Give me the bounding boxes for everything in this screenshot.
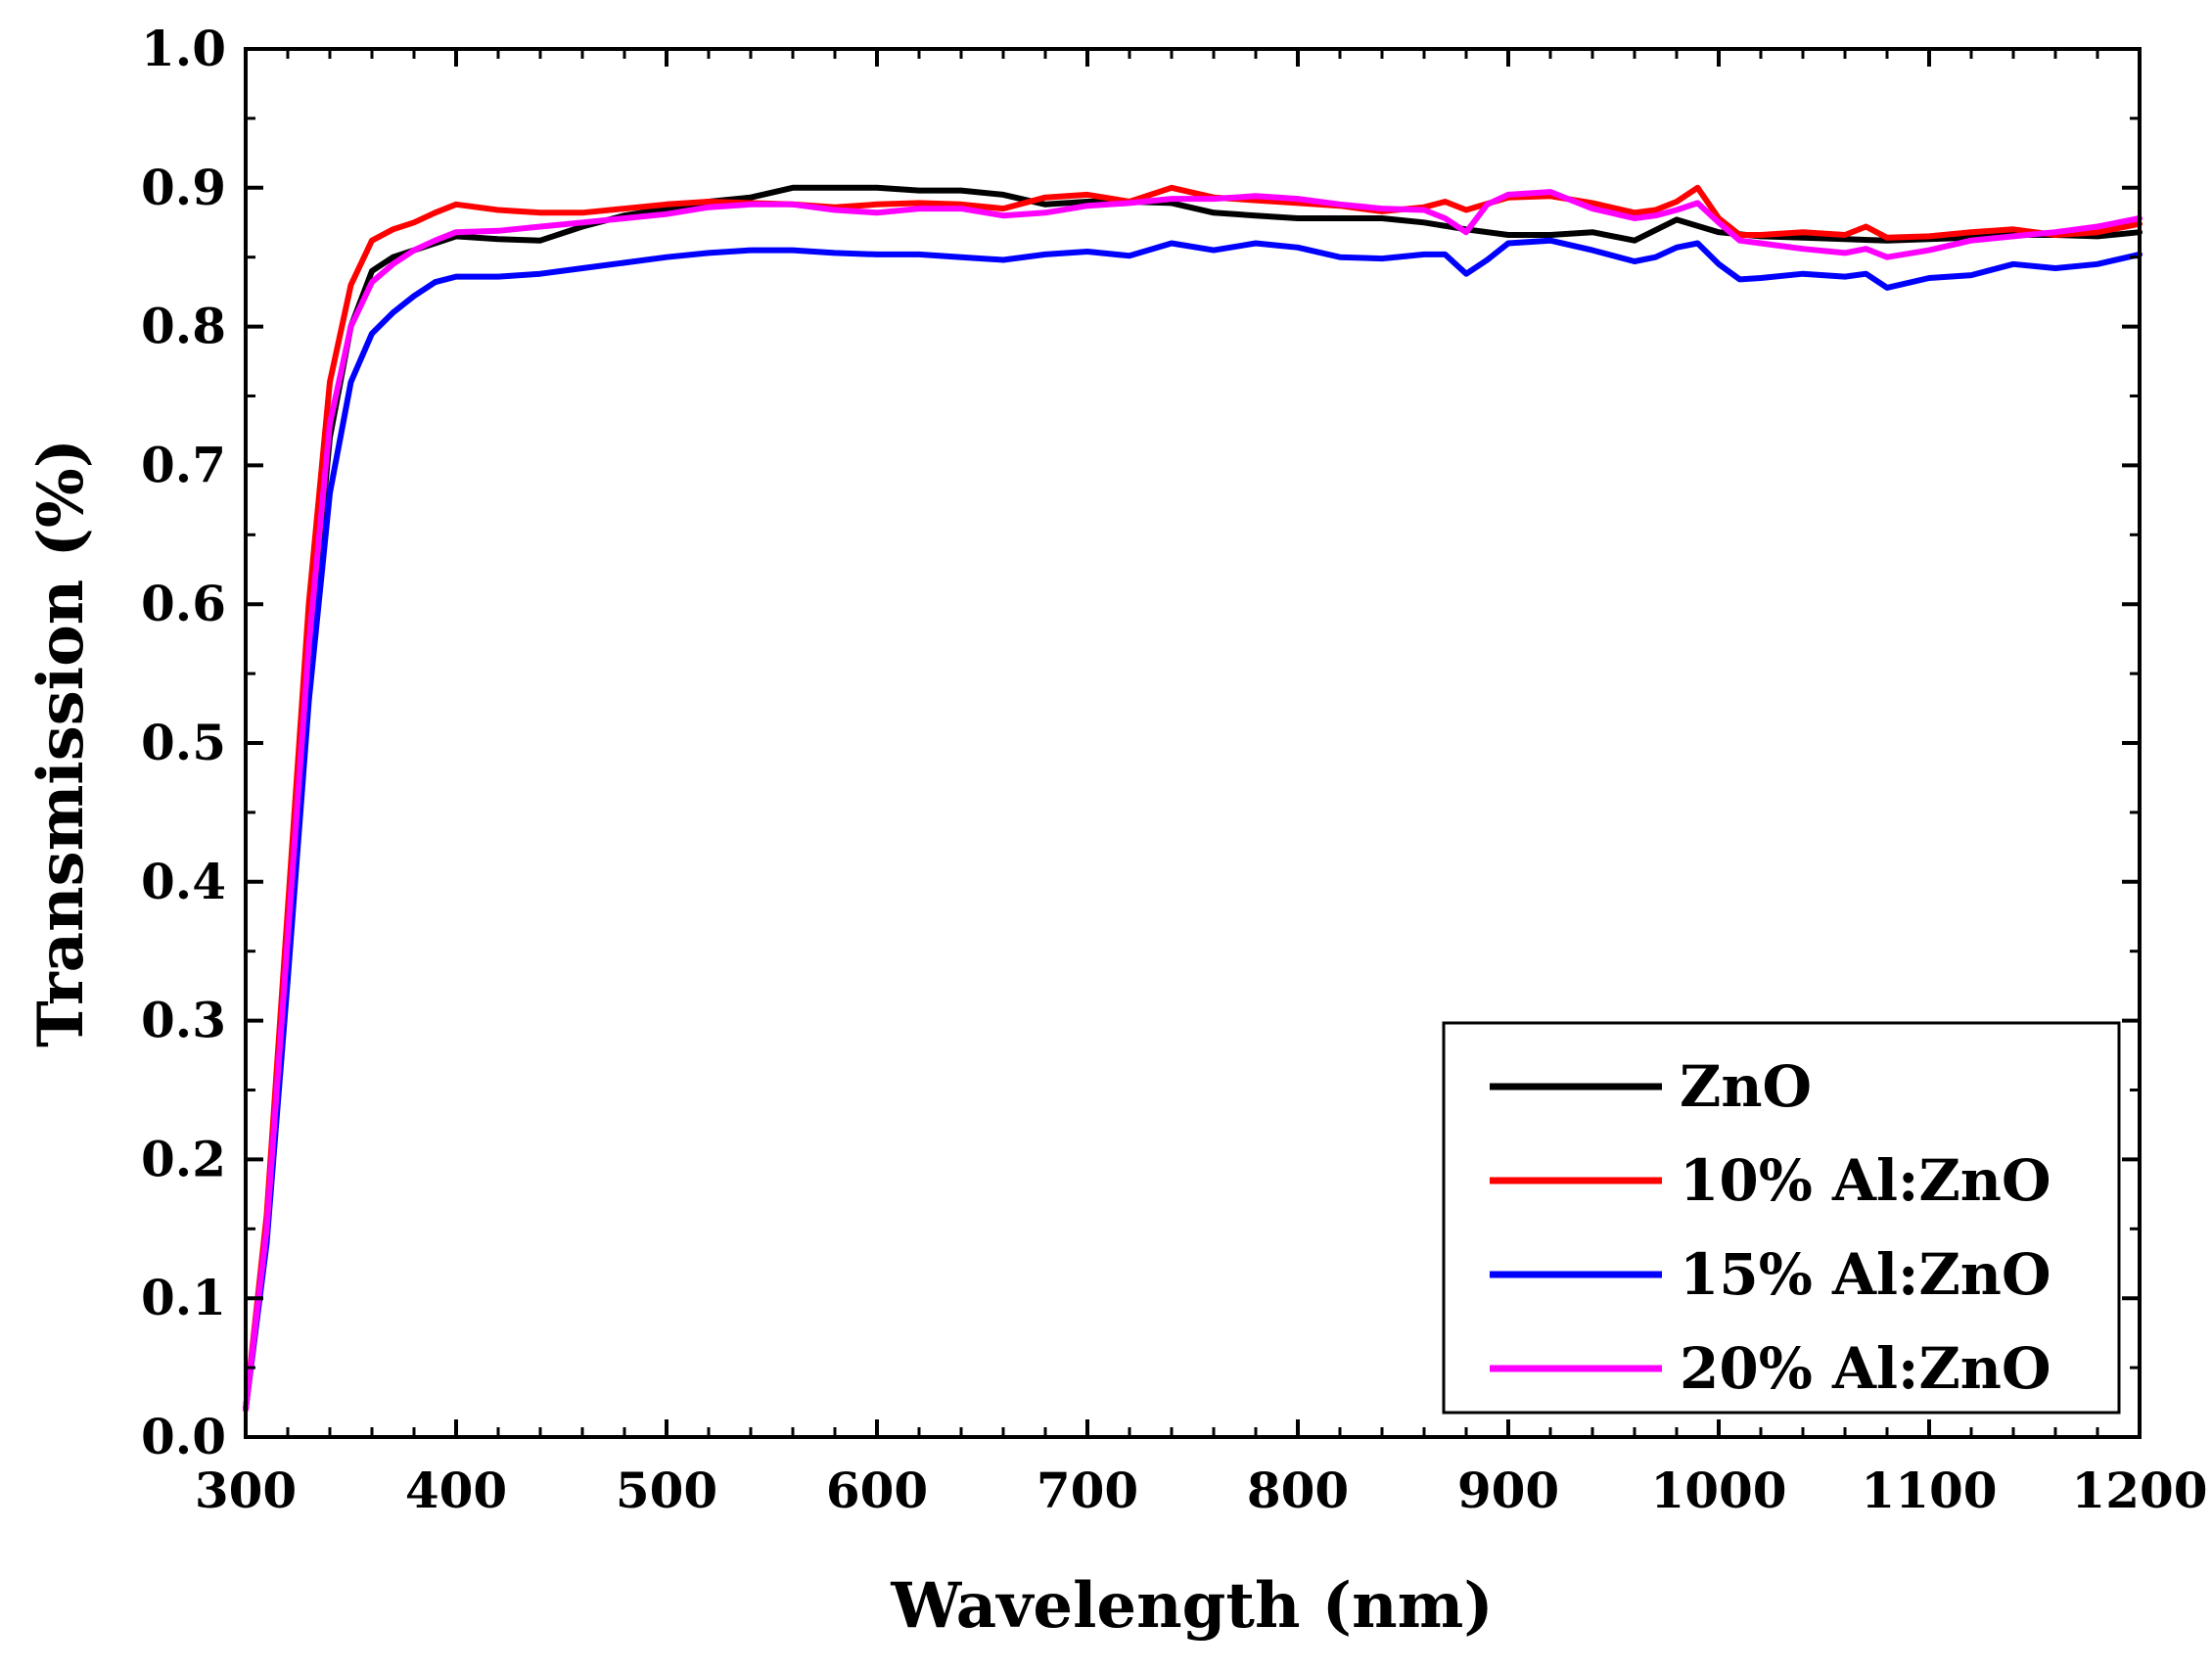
y-tick-label: 0.8 bbox=[141, 298, 226, 355]
legend-label-1: 10% Al:ZnO bbox=[1680, 1147, 2051, 1214]
y-tick-label: 0.6 bbox=[141, 575, 226, 632]
x-tick-label: 600 bbox=[826, 1462, 928, 1519]
y-tick-label: 0.9 bbox=[141, 159, 226, 216]
x-tick-label: 300 bbox=[195, 1462, 297, 1519]
y-tick-labels: 0.0 0.1 0.2 0.3 0.4 0.5 0.6 0.7 0.8 0.9 1.0 bbox=[141, 20, 226, 1465]
series-line-1 bbox=[243, 184, 2143, 1413]
x-tick-label: 1000 bbox=[1650, 1462, 1786, 1519]
y-tick-label: 0.7 bbox=[141, 436, 226, 493]
y-tick-label: 0.0 bbox=[141, 1408, 226, 1465]
series-layer bbox=[243, 184, 2143, 1413]
series-line-3 bbox=[243, 189, 2143, 1413]
y-tick-label: 0.2 bbox=[141, 1130, 226, 1187]
x-tick-label: 900 bbox=[1457, 1462, 1559, 1519]
legend: ZnO 10% Al:ZnO 15% Al:ZnO 20% Al:ZnO bbox=[1442, 1021, 2121, 1415]
y-tick-label: 0.5 bbox=[141, 714, 226, 771]
y-tick-label: 0.1 bbox=[141, 1269, 226, 1326]
series-line-2 bbox=[243, 237, 2143, 1413]
y-tick-label: 0.4 bbox=[141, 853, 226, 910]
x-tick-label: 1200 bbox=[2071, 1462, 2207, 1519]
ticks-layer bbox=[244, 47, 2142, 1439]
x-tick-label: 400 bbox=[405, 1462, 507, 1519]
legend-label-2: 15% Al:ZnO bbox=[1680, 1241, 2051, 1308]
x-tick-label: 500 bbox=[616, 1462, 717, 1519]
x-tick-label: 800 bbox=[1247, 1462, 1349, 1519]
x-tick-label: 1100 bbox=[1861, 1462, 1997, 1519]
y-tick-label: 1.0 bbox=[141, 20, 226, 77]
y-tick-label: 0.3 bbox=[141, 992, 226, 1049]
legend-label-3: 20% Al:ZnO bbox=[1680, 1335, 2051, 1402]
x-axis-title: Wavelength (nm) bbox=[890, 1569, 1493, 1643]
legend-label-0: ZnO bbox=[1680, 1053, 1812, 1120]
x-tick-labels: 300 400 500 600 700 800 900 1000 1100 1200 bbox=[195, 1462, 2208, 1519]
y-axis-title: Transmission (%) bbox=[24, 439, 98, 1047]
x-tick-label: 700 bbox=[1037, 1462, 1138, 1519]
